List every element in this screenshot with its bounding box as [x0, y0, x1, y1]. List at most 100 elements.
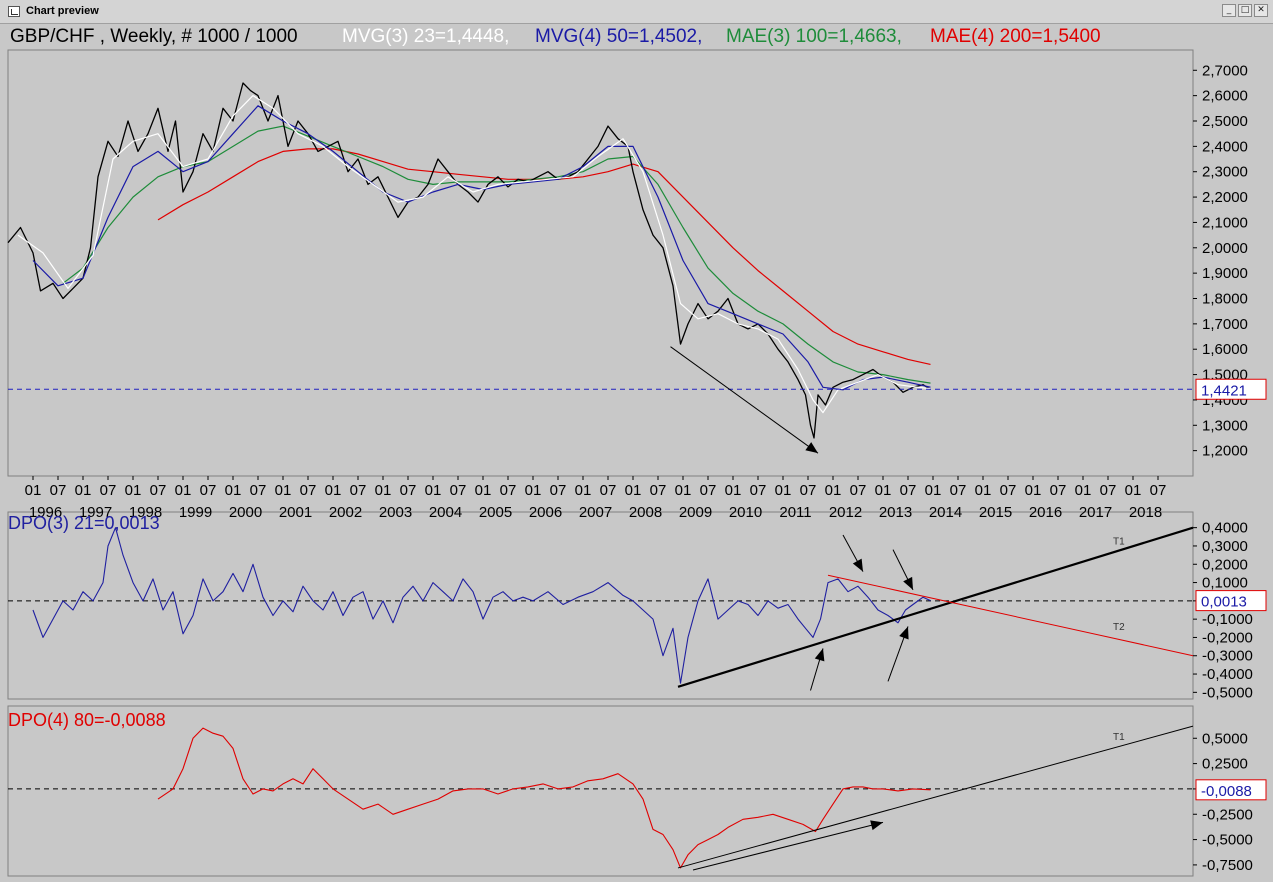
dpo3-line — [32, 527, 931, 684]
dpo3-tick-label: -0,4000 — [1202, 666, 1253, 683]
window-title: Chart preview — [26, 5, 99, 17]
x-year-label: 2005 — [479, 504, 512, 521]
dpo4-arrow — [870, 820, 883, 831]
x-year-label: 2015 — [979, 504, 1012, 521]
dpo3-arrow — [903, 576, 913, 590]
dpo3-trendline-t2 — [827, 574, 1194, 657]
title-mae3: MAE(3) 100=1,4663, — [726, 26, 902, 47]
dpo4-line — [157, 727, 931, 869]
x-month-label: 07 — [800, 482, 817, 499]
dpo3-panel-bg — [7, 511, 1194, 700]
dpo4-arrow-shaft — [692, 821, 884, 871]
dpo3-panel: 0,40000,30000,20000,10000-0,1000-0,2000-… — [8, 520, 1267, 701]
x-month-label: 07 — [350, 482, 367, 499]
x-month-label: 07 — [400, 482, 417, 499]
mvg4-line — [32, 105, 931, 391]
x-year-label: 2006 — [529, 504, 562, 521]
x-month-label: 01 — [525, 482, 542, 499]
title-symbol: GBP/CHF , Weekly, # 1000 / 1000 — [10, 26, 298, 47]
x-month-label: 01 — [475, 482, 492, 499]
x-year-label: 1997 — [79, 504, 112, 521]
x-month-label: 01 — [1075, 482, 1092, 499]
maximize-button[interactable]: □ — [1238, 4, 1252, 17]
time-axis: 01 07 1996 01 07 1997 01 07 1998 01 07 1999 01 07 2000… — [25, 476, 1166, 521]
dpo4-label-t1: T1 — [1113, 732, 1125, 743]
x-month-label: 01 — [1125, 482, 1142, 499]
x-month-label: 07 — [750, 482, 767, 499]
x-month-label: 01 — [425, 482, 442, 499]
price-line — [7, 82, 931, 439]
dpo4-panel: 0,50000,25000-0,2500-0,5000-0,7500T1-0,0… — [8, 725, 1267, 874]
chart-canvas: 2,7000 2,6000 2,5000 2,4000 2,3000 2,2000 2,10… — [7, 26, 1267, 877]
x-month-label: 01 — [725, 482, 742, 499]
window-titlebar[interactable]: Chart preview _ □ ✕ — [0, 0, 1273, 24]
price-tick-label: 1,9000 — [1202, 265, 1248, 282]
x-year-label: 2016 — [1029, 504, 1062, 521]
x-year-label: 2007 — [579, 504, 612, 521]
x-month-label: 07 — [50, 482, 67, 499]
last-price-label: 1,4421 — [1201, 382, 1247, 399]
x-month-label: 07 — [1100, 482, 1117, 499]
x-year-label: 2008 — [629, 504, 662, 521]
price-tick-label: 2,5000 — [1202, 113, 1248, 130]
x-month-label: 07 — [550, 482, 567, 499]
x-month-label: 07 — [900, 482, 917, 499]
price-panel-bg — [7, 49, 1194, 477]
price-arrow-shaft — [670, 346, 819, 454]
x-month-label: 01 — [775, 482, 792, 499]
dpo3-tick-label: -0,3000 — [1202, 648, 1253, 665]
close-button[interactable]: ✕ — [1254, 4, 1268, 17]
price-tick-label: 2,2000 — [1202, 189, 1248, 206]
x-month-label: 07 — [600, 482, 617, 499]
dpo3-tick-label: 0,1000 — [1202, 575, 1248, 592]
dpo4-tick-label: -0,2500 — [1202, 806, 1253, 823]
dpo4-title: DPO(4) 80=-0,0088 — [8, 710, 166, 730]
x-month-label: 07 — [200, 482, 217, 499]
x-month-label: 01 — [975, 482, 992, 499]
dpo3-tick-label: 0,2000 — [1202, 556, 1248, 573]
mae3-line — [62, 125, 931, 384]
dpo3-tick-label: 0,3000 — [1202, 538, 1248, 555]
price-tick-label: 1,7000 — [1202, 316, 1248, 333]
price-tick-label: 2,1000 — [1202, 214, 1248, 231]
dpo3-last-value: 0,0013 — [1201, 594, 1247, 611]
dpo3-trendline-t1 — [677, 526, 1194, 688]
x-year-label: 2018 — [1129, 504, 1162, 521]
x-month-label: 01 — [175, 482, 192, 499]
minimize-button[interactable]: _ — [1222, 4, 1236, 17]
dpo3-label-t1: T1 — [1113, 536, 1125, 547]
dpo3-title: DPO(3) 21=0,0013 — [8, 513, 160, 533]
x-year-label: 2004 — [429, 504, 462, 521]
x-month-label: 01 — [575, 482, 592, 499]
x-month-label: 07 — [1050, 482, 1067, 499]
x-month-label: 07 — [450, 482, 467, 499]
x-month-label: 01 — [225, 482, 242, 499]
price-tick-label: 2,6000 — [1202, 88, 1248, 105]
price-tick-label: 1,3000 — [1202, 417, 1248, 434]
last-price-label-box — [1195, 378, 1267, 400]
x-month-label: 01 — [125, 482, 142, 499]
x-year-label: 2011 — [779, 504, 811, 521]
dpo4-tick-label: 0,5000 — [1202, 730, 1248, 747]
x-month-label: 07 — [300, 482, 317, 499]
dpo3-tick-label: -0,2000 — [1202, 629, 1253, 646]
x-month-label: 07 — [1000, 482, 1017, 499]
dpo4-tick-label: -0,5000 — [1202, 832, 1253, 849]
x-year-label: 2010 — [729, 504, 762, 521]
x-year-label: 2003 — [379, 504, 412, 521]
x-month-label: 07 — [100, 482, 117, 499]
x-month-label: 01 — [325, 482, 342, 499]
x-year-label: 1999 — [179, 504, 212, 521]
dpo4-last-value-box — [1195, 779, 1267, 801]
dpo4-tick-label: 0,2500 — [1202, 756, 1248, 773]
dpo3-arrow — [814, 648, 825, 662]
dpo3-tick-label: 0,4000 — [1202, 520, 1248, 537]
x-year-label: 2017 — [1079, 504, 1112, 521]
x-month-label: 01 — [25, 482, 42, 499]
x-year-label: 2013 — [879, 504, 912, 521]
dpo4-last-value: -0,0088 — [1201, 783, 1252, 800]
x-month-label: 07 — [850, 482, 867, 499]
chart-window-icon — [8, 6, 20, 17]
price-tick-label: 2,3000 — [1202, 164, 1248, 181]
